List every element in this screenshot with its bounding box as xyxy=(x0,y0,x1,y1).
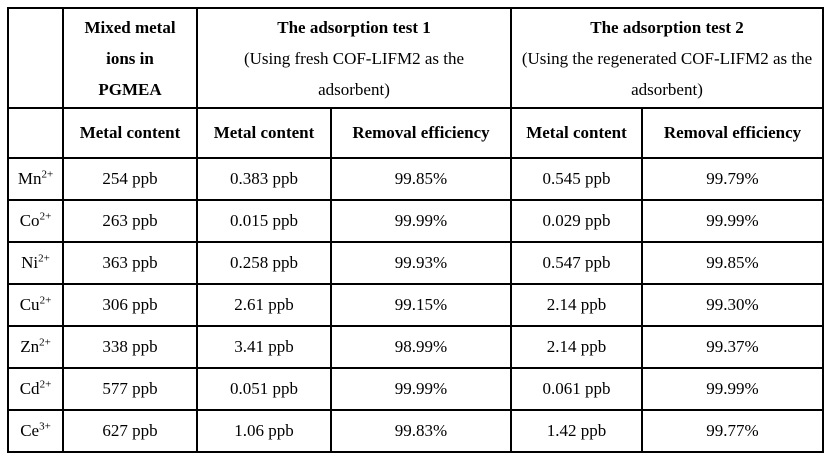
ion-charge-superscript: 2+ xyxy=(39,294,52,307)
mixed-content-cell: 263 ppb xyxy=(62,199,198,243)
test2-efficiency-cell: 99.85% xyxy=(641,241,824,285)
subheader-test1-removal-efficiency: Removal efficiency xyxy=(330,107,512,159)
ion-charge-superscript: 2+ xyxy=(41,168,54,181)
test1-content-cell: 1.06 ppb xyxy=(196,409,332,453)
ion-symbol: Ni xyxy=(21,253,39,273)
ion-symbol: Ce xyxy=(20,421,40,441)
ion-label-cell: Zn2+ xyxy=(7,325,64,369)
adsorption-results-table: Mixed metal ions in PGMEA The adsorption… xyxy=(7,7,824,453)
test1-content-cell: 0.258 ppb xyxy=(196,241,332,285)
test2-efficiency-cell: 99.99% xyxy=(641,199,824,243)
mixed-content-cell: 627 ppb xyxy=(62,409,198,453)
test2-efficiency-cell: 99.99% xyxy=(641,367,824,411)
test2-content-cell: 2.14 ppb xyxy=(510,325,643,369)
ion-label-cell: Cu2+ xyxy=(7,283,64,327)
table-header-row-sub: Metal content Metal content Removal effi… xyxy=(7,107,824,159)
mixed-content-cell: 254 ppb xyxy=(62,157,198,201)
test1-efficiency-cell: 99.85% xyxy=(330,157,512,201)
test2-efficiency-cell: 99.37% xyxy=(641,325,824,369)
test1-title: The adsorption test 1 xyxy=(277,17,431,37)
ion-charge-superscript: 2+ xyxy=(38,252,50,265)
ion-charge-superscript: 2+ xyxy=(39,210,52,223)
test1-efficiency-cell: 99.99% xyxy=(330,367,512,411)
test2-content-cell: 0.029 ppb xyxy=(510,199,643,243)
test1-content-cell: 2.61 ppb xyxy=(196,283,332,327)
mixed-content-cell: 306 ppb xyxy=(62,283,198,327)
test1-efficiency-cell: 98.99% xyxy=(330,325,512,369)
subheader-mixed-metal-content: Metal content xyxy=(62,107,198,159)
test1-content-cell: 0.383 ppb xyxy=(196,157,332,201)
test1-subtitle: (Using fresh COF-LIFM2 as the adsorbent) xyxy=(243,48,465,99)
test1-efficiency-cell: 99.15% xyxy=(330,283,512,327)
ion-symbol: Zn xyxy=(20,337,40,357)
test2-subtitle: (Using the regenerated COF-LIFM2 as the … xyxy=(521,48,813,99)
corner-cell-sub xyxy=(7,107,64,159)
ion-label-cell: Cd2+ xyxy=(7,367,64,411)
mixed-content-cell: 338 ppb xyxy=(62,325,198,369)
test1-content-cell: 3.41 ppb xyxy=(196,325,332,369)
table-row-ni: Ni2+ 363 ppb 0.258 ppb 99.93% 0.547 ppb … xyxy=(7,241,824,285)
test1-header-cell: The adsorption test 1 (Using fresh COF-L… xyxy=(196,7,512,109)
ion-label-cell: Co2+ xyxy=(7,199,64,243)
test1-efficiency-cell: 99.83% xyxy=(330,409,512,453)
table-row-mn: Mn2+ 254 ppb 0.383 ppb 99.85% 0.545 ppb … xyxy=(7,157,824,201)
corner-cell xyxy=(7,7,64,109)
ion-symbol: Co xyxy=(19,211,40,231)
ion-label-cell: Ce3+ xyxy=(7,409,64,453)
test1-content-cell: 0.015 ppb xyxy=(196,199,332,243)
test2-title: The adsorption test 2 xyxy=(590,17,744,37)
ion-label-cell: Ni2+ xyxy=(7,241,64,285)
ion-charge-superscript: 2+ xyxy=(39,336,51,349)
test2-content-cell: 0.061 ppb xyxy=(510,367,643,411)
ion-charge-superscript: 2+ xyxy=(39,378,52,391)
table-header-row-main: Mixed metal ions in PGMEA The adsorption… xyxy=(7,7,824,109)
mixed-content-cell: 577 ppb xyxy=(62,367,198,411)
ion-symbol: Cd xyxy=(19,379,40,399)
test2-content-cell: 1.42 ppb xyxy=(510,409,643,453)
mixed-metal-header-cell: Mixed metal ions in PGMEA xyxy=(62,7,198,109)
ion-symbol: Mn xyxy=(17,169,42,189)
test2-header-cell: The adsorption test 2 (Using the regener… xyxy=(510,7,824,109)
table-row-cu: Cu2+ 306 ppb 2.61 ppb 99.15% 2.14 ppb 99… xyxy=(7,283,824,327)
test1-efficiency-cell: 99.93% xyxy=(330,241,512,285)
table-row-co: Co2+ 263 ppb 0.015 ppb 99.99% 0.029 ppb … xyxy=(7,199,824,243)
subheader-test2-metal-content: Metal content xyxy=(510,107,643,159)
subheader-test1-metal-content: Metal content xyxy=(196,107,332,159)
table-row-zn: Zn2+ 338 ppb 3.41 ppb 98.99% 2.14 ppb 99… xyxy=(7,325,824,369)
test1-efficiency-cell: 99.99% xyxy=(330,199,512,243)
mixed-metal-header-label: Mixed metal ions in PGMEA xyxy=(84,17,176,99)
test1-content-cell: 0.051 ppb xyxy=(196,367,332,411)
ion-label-cell: Mn2+ xyxy=(7,157,64,201)
test2-content-cell: 2.14 ppb xyxy=(510,283,643,327)
subheader-test2-removal-efficiency: Removal efficiency xyxy=(641,107,824,159)
test2-efficiency-cell: 99.79% xyxy=(641,157,824,201)
test2-efficiency-cell: 99.77% xyxy=(641,409,824,453)
ion-symbol: Cu xyxy=(19,295,40,315)
table-row-ce: Ce3+ 627 ppb 1.06 ppb 99.83% 1.42 ppb 99… xyxy=(7,409,824,453)
test2-content-cell: 0.545 ppb xyxy=(510,157,643,201)
mixed-content-cell: 363 ppb xyxy=(62,241,198,285)
ion-charge-superscript: 3+ xyxy=(39,420,51,433)
table-row-cd: Cd2+ 577 ppb 0.051 ppb 99.99% 0.061 ppb … xyxy=(7,367,824,411)
test2-content-cell: 0.547 ppb xyxy=(510,241,643,285)
test2-efficiency-cell: 99.30% xyxy=(641,283,824,327)
